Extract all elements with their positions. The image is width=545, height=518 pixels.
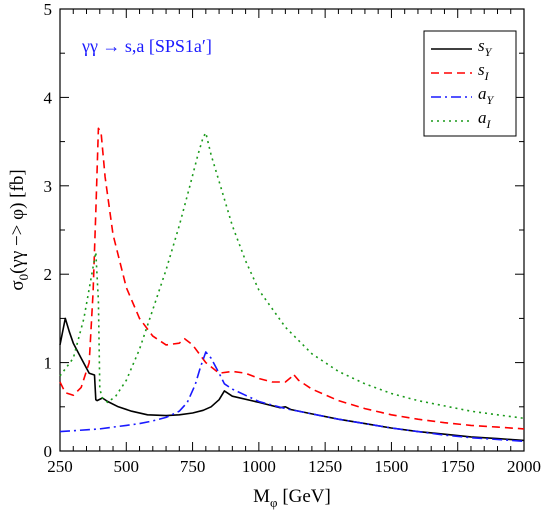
- x-tick-label: 2000: [507, 457, 541, 476]
- x-tick-label: 1500: [374, 457, 408, 476]
- series-line-s-i: [59, 127, 525, 430]
- x-tick-label: 250: [47, 457, 73, 476]
- y-tick-label: 1: [44, 354, 53, 373]
- y-tick-label: 3: [44, 177, 53, 196]
- series-line-s-y: [59, 317, 525, 442]
- y-tick-label: 5: [44, 0, 53, 19]
- x-axis-title: Mφ [GeV]: [253, 486, 331, 510]
- series-line-a-y: [59, 351, 525, 443]
- y-axis-title: σ0(γγ −> φ) [fb]: [7, 169, 31, 290]
- legend-label: aI: [478, 108, 492, 131]
- series-layer: [59, 127, 525, 443]
- chart-annotation: γγ → s,a [SPS1a′]: [81, 36, 212, 56]
- x-tick-label: 1250: [308, 457, 342, 476]
- legend-label: sY: [478, 36, 493, 59]
- legend-label: aY: [478, 84, 495, 107]
- x-tick-label: 500: [114, 457, 140, 476]
- y-tick-label: 4: [44, 88, 53, 107]
- series-line-a-i: [59, 132, 525, 420]
- x-tick-label: 1750: [441, 457, 475, 476]
- y-tick-label: 2: [44, 265, 53, 284]
- x-tick-label: 750: [180, 457, 206, 476]
- y-tick-label: 0: [44, 442, 53, 461]
- legend-label: sI: [478, 60, 490, 83]
- x-tick-label: 1000: [242, 457, 276, 476]
- axis-ticks: 250 500 750 1000 1250 1500 1750 2000 0 1 2 3 4 5: [44, 0, 542, 476]
